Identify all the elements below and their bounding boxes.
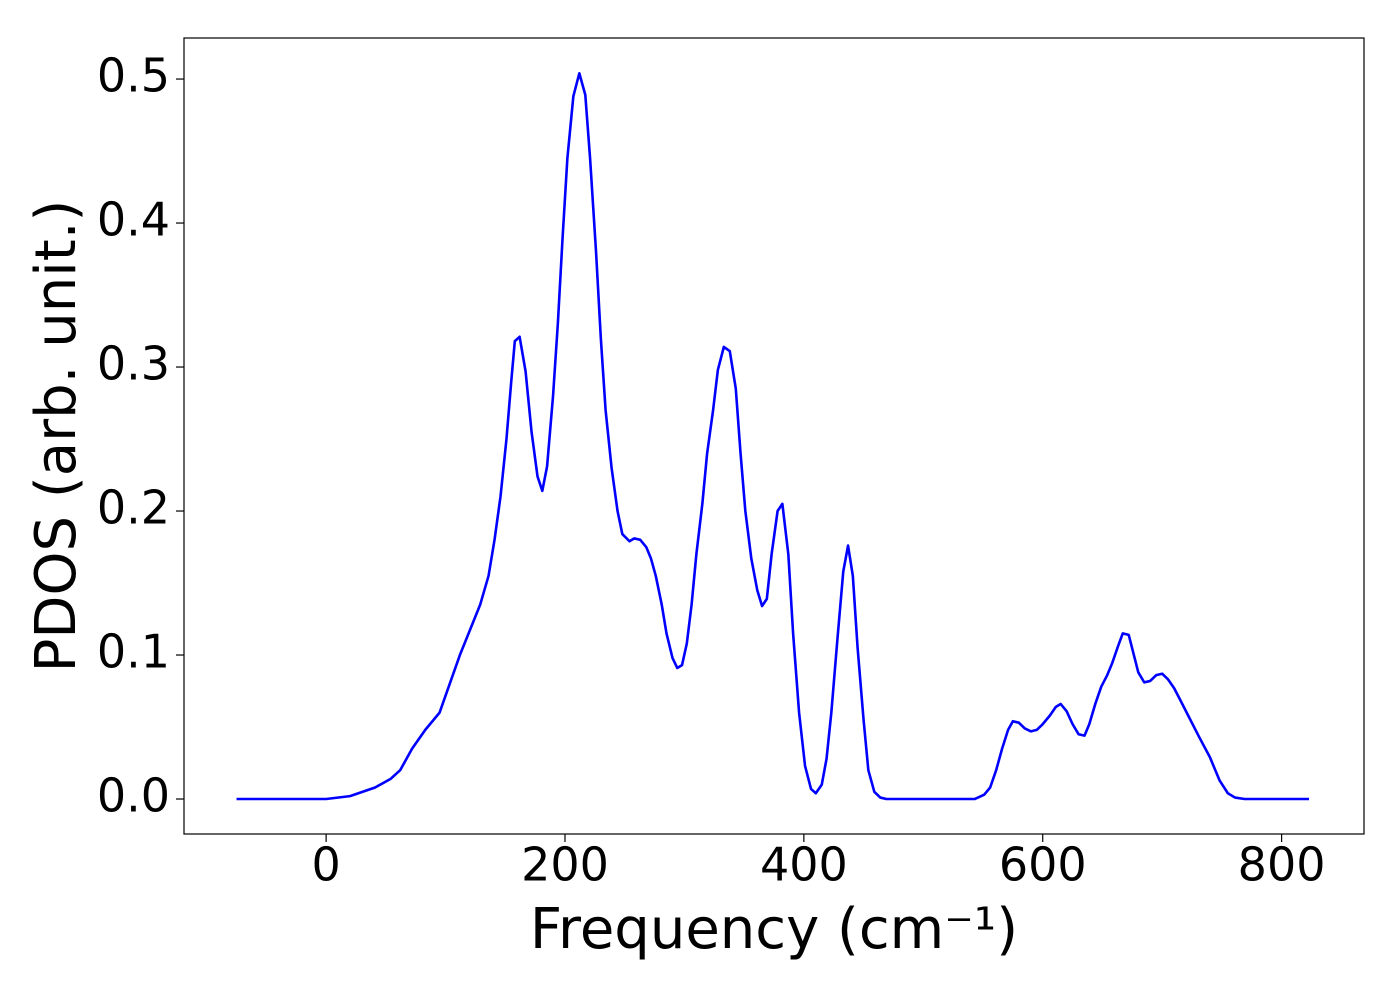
x-axis-label: Frequency (cm⁻¹) bbox=[530, 897, 1018, 962]
data-line bbox=[236, 71, 1310, 801]
x-tick-label: 200 bbox=[521, 838, 609, 892]
y-axis-label: PDOS (arb. unit.) bbox=[24, 200, 89, 673]
y-tick-label: 0.2 bbox=[97, 481, 170, 535]
y-tick-label: 0.5 bbox=[97, 49, 170, 103]
y-tick-label: 0.0 bbox=[97, 769, 170, 823]
x-tick-label: 600 bbox=[999, 838, 1087, 892]
x-tick-label: 800 bbox=[1238, 838, 1326, 892]
plot-frame bbox=[183, 37, 1365, 835]
y-tick-label: 0.3 bbox=[97, 337, 170, 391]
x-tick-label: 0 bbox=[311, 838, 340, 892]
y-tick-label: 0.1 bbox=[97, 625, 170, 679]
x-tick-label: 400 bbox=[760, 838, 848, 892]
y-tick-label: 0.4 bbox=[97, 193, 170, 247]
